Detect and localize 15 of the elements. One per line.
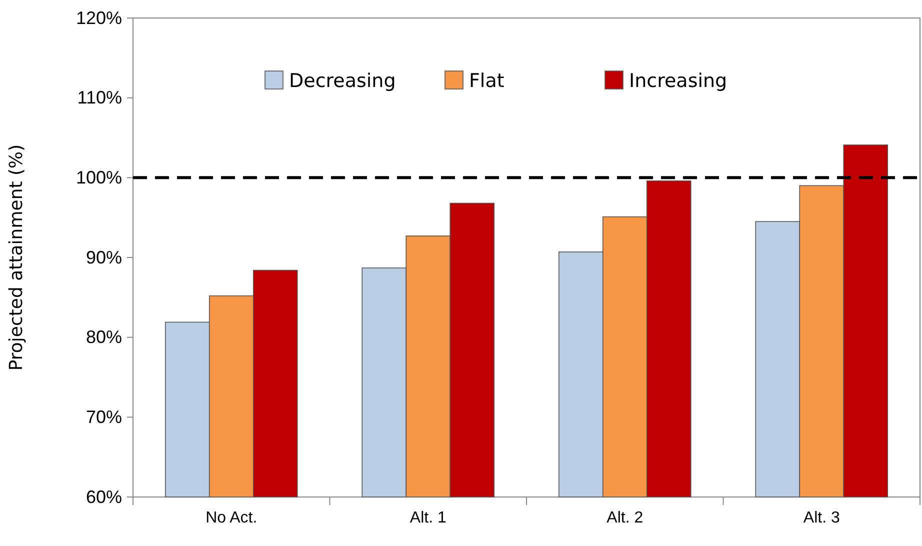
y-tick-label: 110% [77, 88, 122, 108]
y-tick-label: 80% [86, 327, 122, 348]
y-tick-label: 100% [76, 167, 122, 188]
x-tick-label: Alt. 2 [606, 509, 644, 526]
x-tick-label: No Act. [206, 509, 258, 526]
y-tick-label: 60% [86, 486, 122, 507]
legend-label: Increasing [629, 70, 728, 92]
legend-label: Decreasing [289, 70, 396, 92]
y-tick-label: 70% [86, 406, 122, 427]
x-tick-label: Alt. 3 [803, 509, 840, 526]
x-tick-label: Alt. 1 [410, 509, 446, 526]
legend-label: Flat [469, 70, 504, 92]
y-axis-title: Projected attainment (%) [6, 144, 27, 371]
y-tick-label: 120% [76, 8, 122, 28]
y-tick-label: 90% [86, 247, 122, 268]
